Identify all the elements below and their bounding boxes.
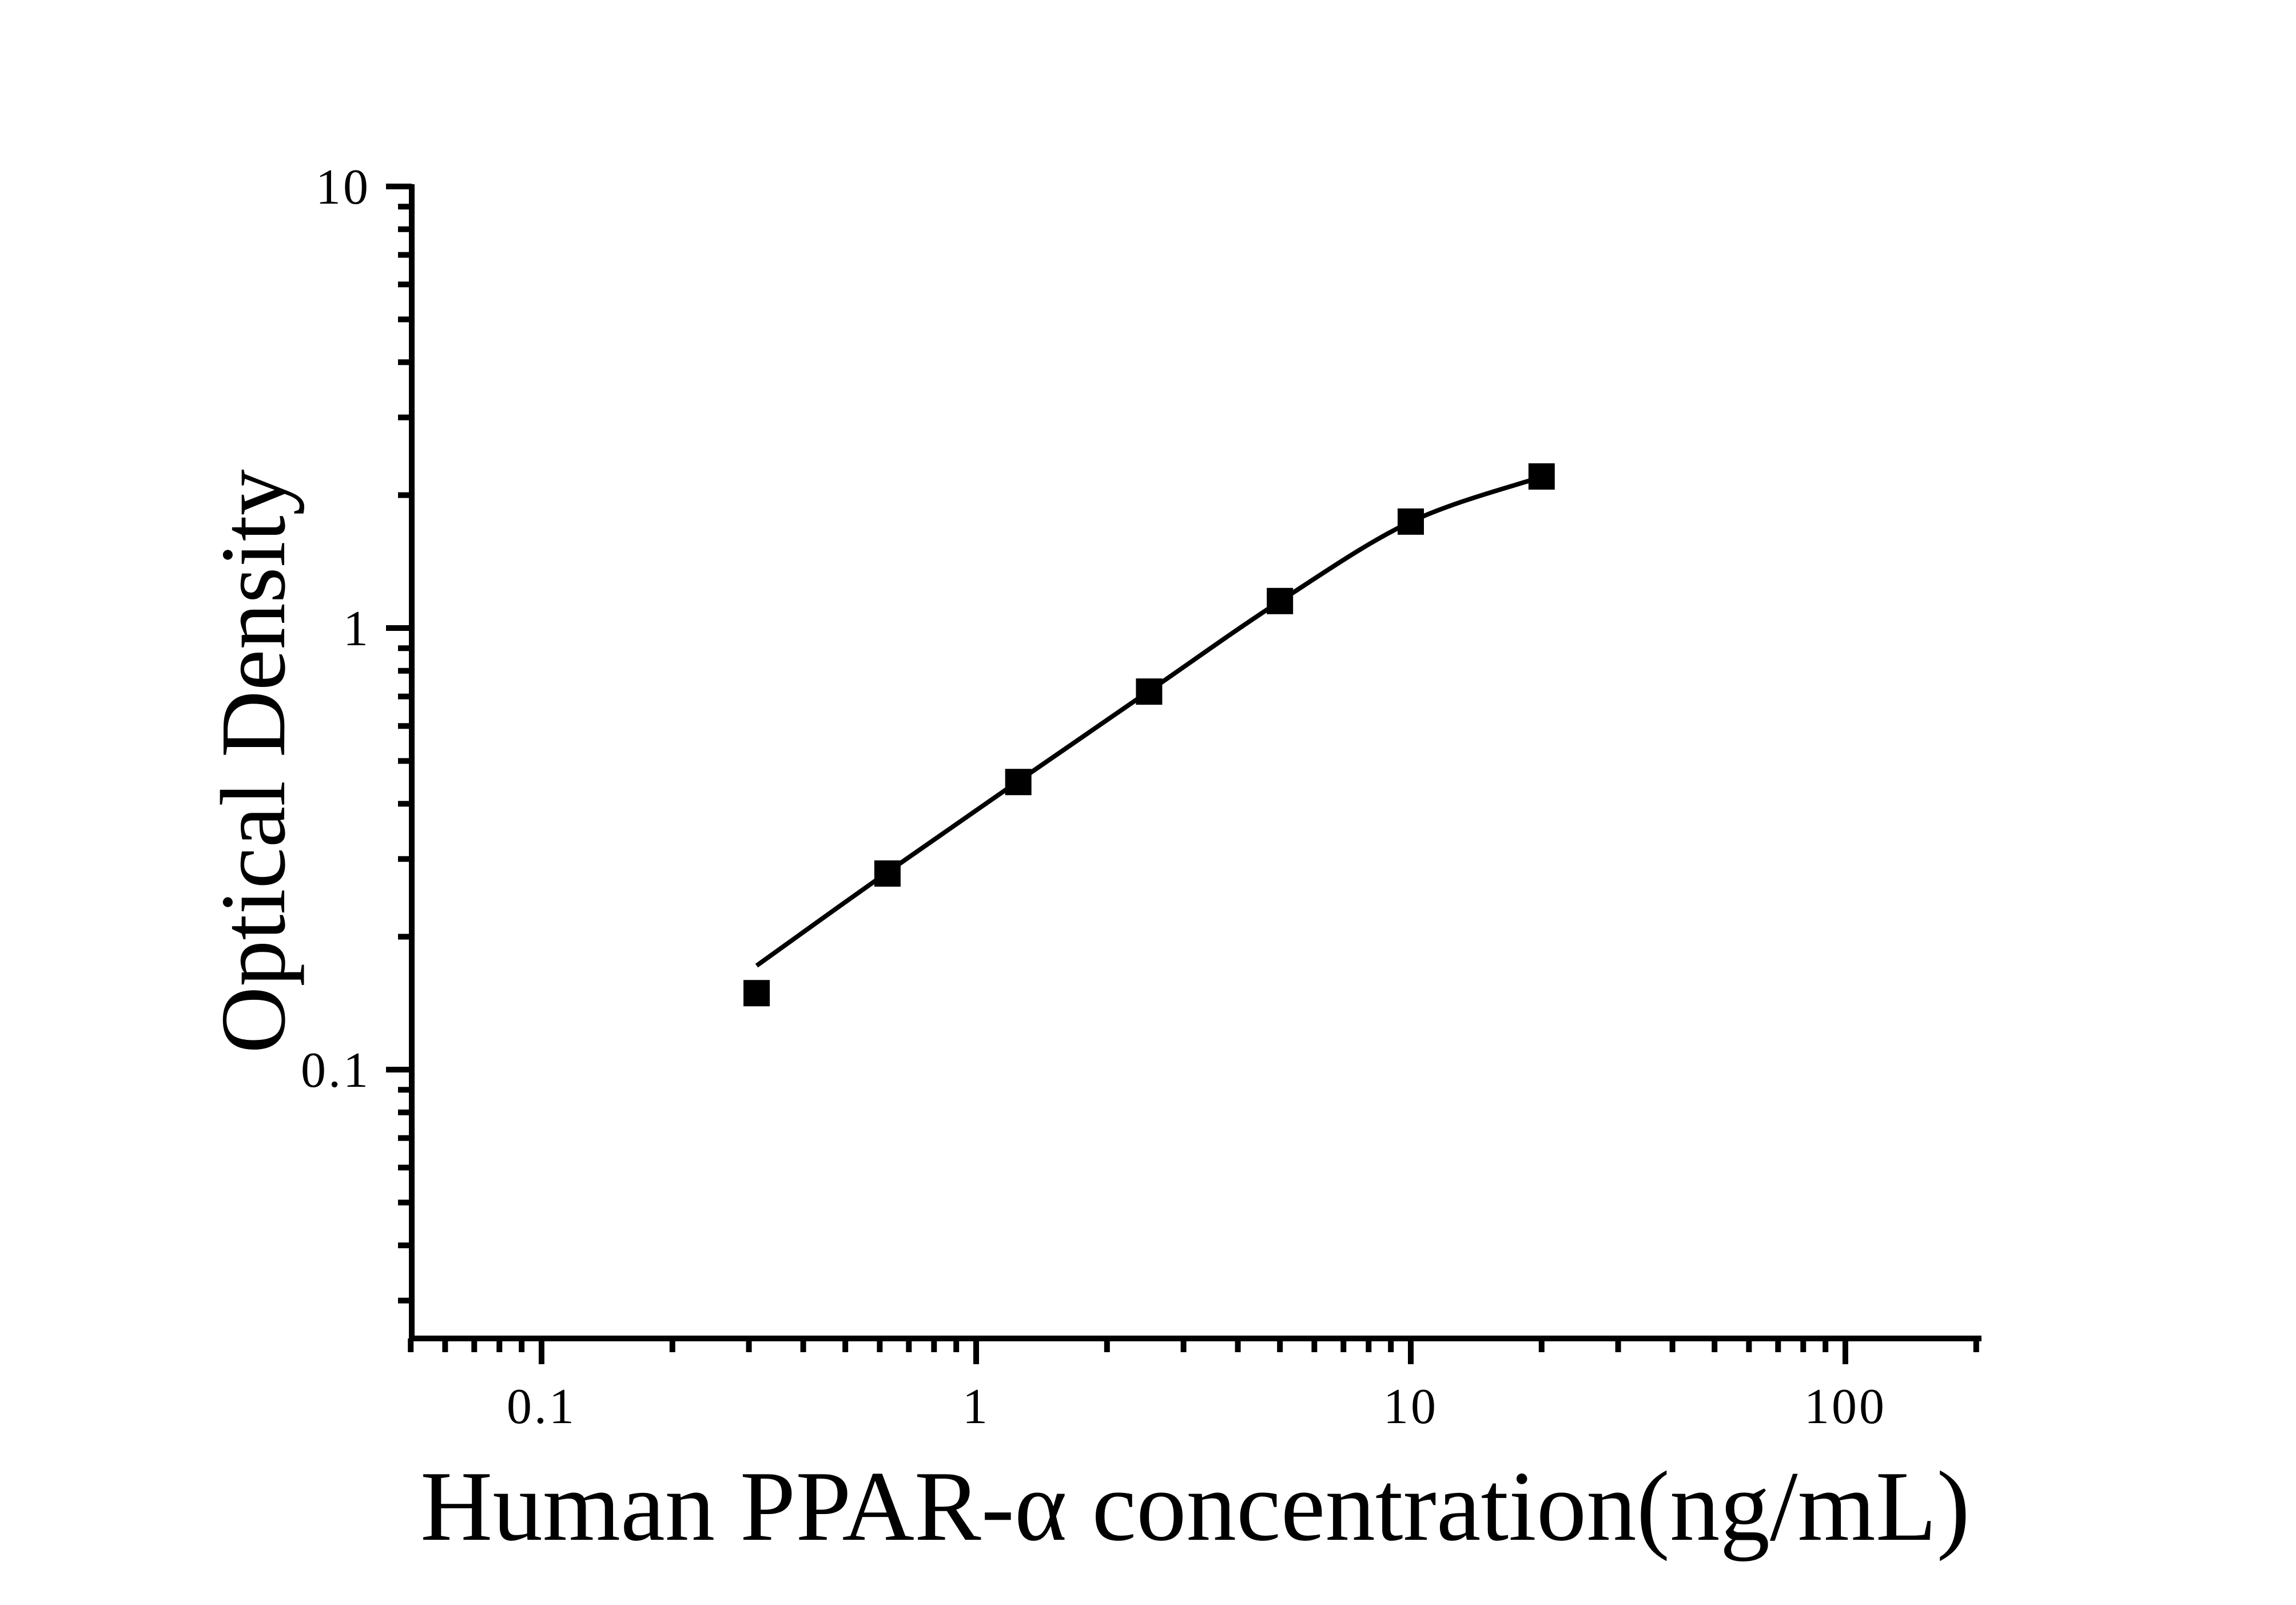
x-axis-title: Human PPAR-α concentration(ng/mL): [420, 1451, 1970, 1562]
x-tick-label: 10: [1383, 1379, 1438, 1435]
fit-curve-line: [755, 474, 1543, 968]
x-tick-label: 100: [1804, 1379, 1887, 1435]
plot-area: 0.1 1 10 100 10 1 0.1: [301, 160, 1981, 1435]
x-tick-labels: 0.1 1 10 100: [507, 1379, 1887, 1435]
data-points: [743, 463, 1555, 1007]
y-axis-title: Optical Density: [202, 469, 305, 1053]
y-tick-labels: 10 1 0.1: [301, 160, 371, 1098]
x-tick-label: 0.1: [507, 1379, 576, 1435]
data-point-marker: [874, 860, 901, 887]
data-point-marker: [1136, 678, 1163, 705]
data-point-marker: [743, 980, 770, 1007]
y-tick-label: 10: [316, 160, 371, 215]
data-point-marker: [1398, 508, 1424, 535]
data-point-marker: [1005, 769, 1032, 796]
data-point-marker: [1267, 587, 1294, 614]
data-point-marker: [1528, 463, 1555, 490]
y-major-ticks: [386, 184, 412, 1072]
y-tick-label: 1: [343, 601, 371, 657]
y-tick-label: 0.1: [301, 1043, 371, 1098]
x-major-ticks: [539, 1338, 1848, 1364]
x-tick-label: 1: [962, 1379, 990, 1435]
